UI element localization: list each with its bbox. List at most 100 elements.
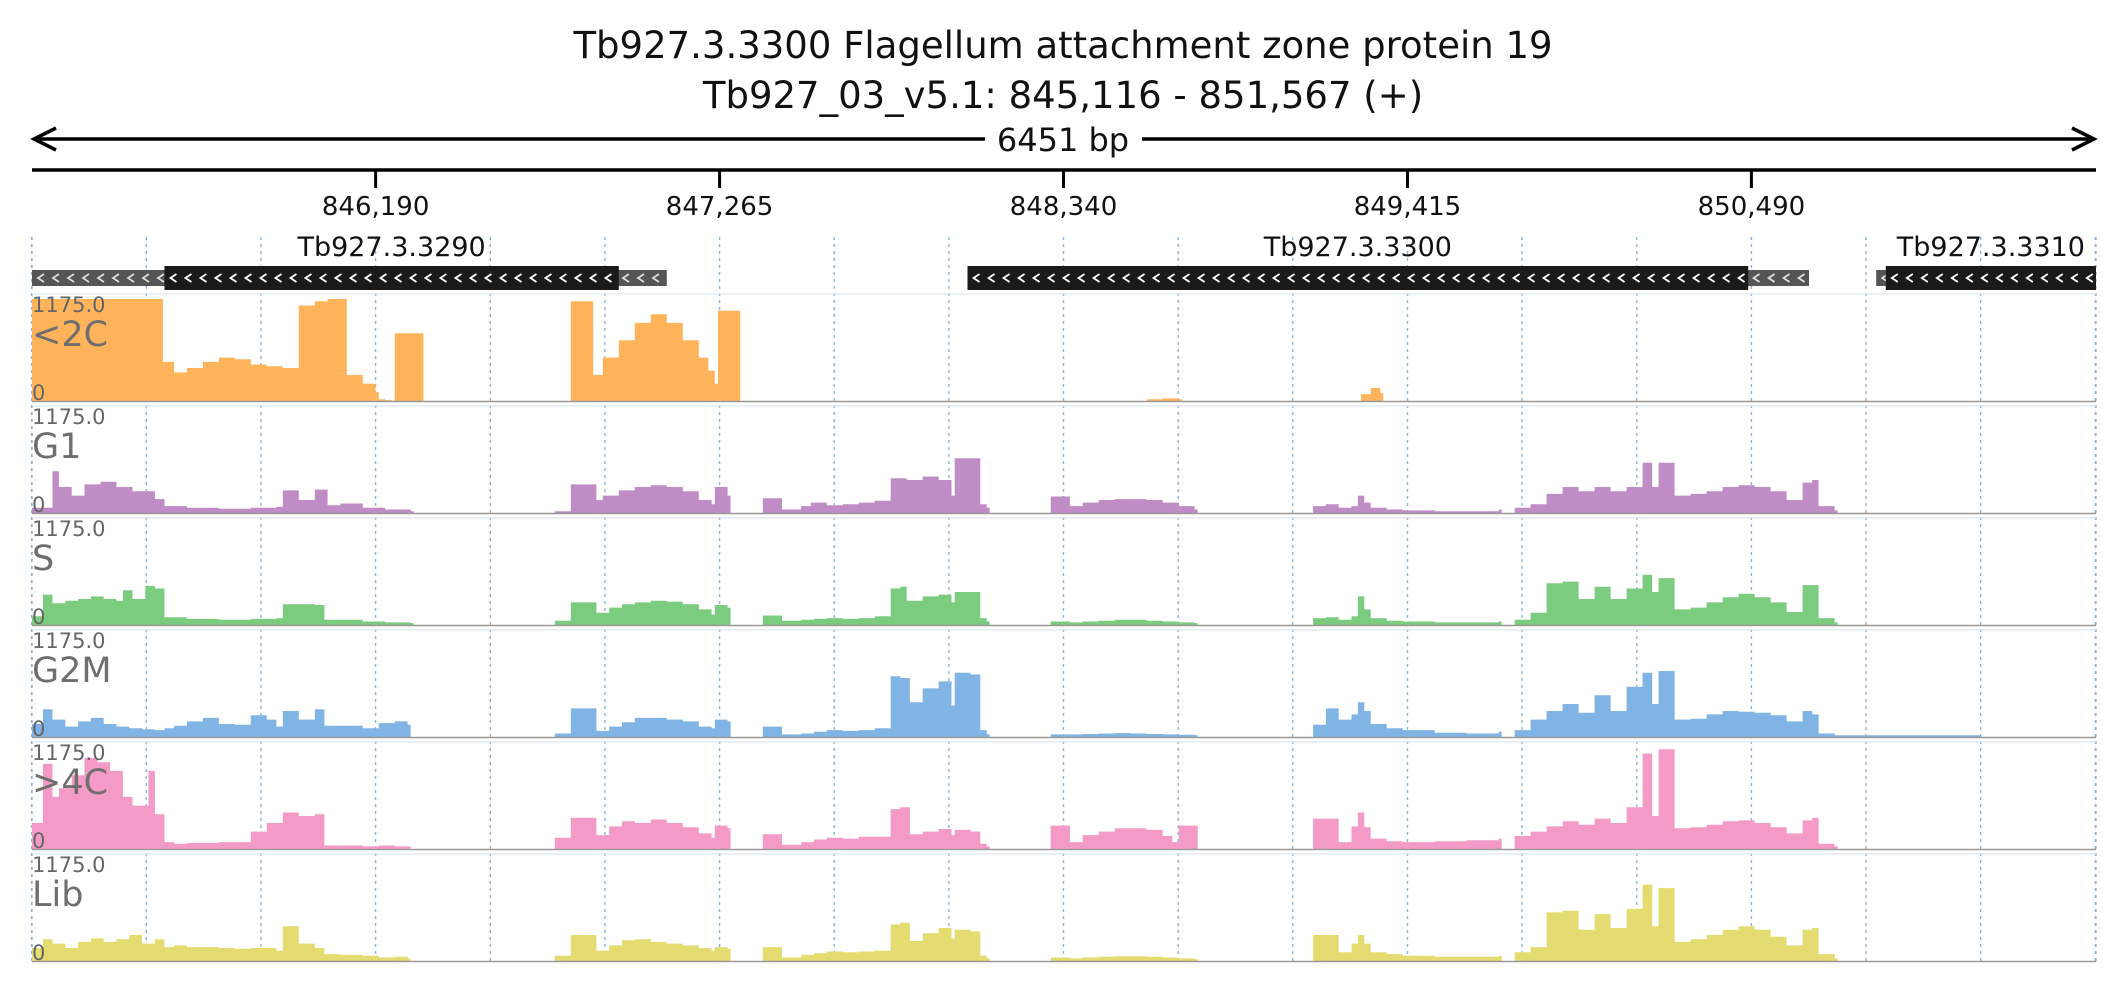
strand-chevron-icon bbox=[198, 273, 207, 283]
gene-track: Tb927.3.3290 Tb927.3.3300 Tb927.3.3310 bbox=[32, 232, 2096, 290]
strand-chevron-icon bbox=[1331, 273, 1341, 283]
track-name-label: G2M bbox=[32, 651, 112, 691]
strand-chevron-icon bbox=[1556, 273, 1566, 283]
strand-chevron-icon bbox=[1436, 273, 1446, 283]
strand-chevron-icon bbox=[1301, 273, 1311, 283]
gene-cds bbox=[967, 266, 1749, 290]
coverage-area bbox=[1146, 398, 1182, 401]
strand-chevron-icon bbox=[1196, 273, 1206, 283]
coordinate-axis: 846,190 847,265 848,340 849,415 850,490 bbox=[32, 168, 2096, 222]
strand-chevron-icon bbox=[1586, 273, 1596, 283]
strand-chevron-icon bbox=[243, 273, 252, 283]
coverage-area bbox=[1514, 749, 1838, 849]
strand-chevron-icon bbox=[333, 273, 342, 283]
strand-chevron-icon bbox=[2040, 273, 2049, 283]
strand-chevron-icon bbox=[1526, 273, 1536, 283]
strand-chevron-icon bbox=[1136, 273, 1146, 283]
strand-chevron-icon bbox=[126, 273, 135, 283]
coverage-area bbox=[1514, 884, 1838, 961]
strand-chevron-icon bbox=[986, 273, 996, 283]
strand-chevron-icon bbox=[303, 273, 312, 283]
strand-chevron-icon bbox=[1481, 273, 1491, 283]
coverage-area bbox=[32, 471, 414, 513]
strand-chevron-icon bbox=[603, 273, 612, 283]
strand-chevron-icon bbox=[1995, 273, 2004, 283]
axis-tick-label: 850,490 bbox=[1698, 192, 1806, 222]
strand-chevron-icon bbox=[1706, 273, 1716, 283]
strand-chevron-icon bbox=[348, 273, 357, 283]
strand-chevron-icon bbox=[588, 273, 597, 283]
track-ymax-label: 1175.0 bbox=[32, 293, 105, 317]
strand-chevron-icon bbox=[1091, 273, 1101, 283]
strand-chevron-icon bbox=[498, 273, 507, 283]
strand-chevron-icon bbox=[141, 273, 150, 283]
strand-chevron-icon bbox=[1511, 273, 1521, 283]
strand-chevron-icon bbox=[1601, 273, 1611, 283]
track-name-label: Lib bbox=[32, 875, 83, 915]
gene-label: Tb927.3.3300 bbox=[1263, 232, 1452, 263]
strand-chevron-icon bbox=[1406, 273, 1416, 283]
strand-chevron-icon bbox=[1061, 273, 1071, 283]
strand-chevron-icon bbox=[1346, 273, 1356, 283]
strand-chevron-icon bbox=[2010, 273, 2019, 283]
strand-chevron-icon bbox=[1151, 273, 1161, 283]
strand-chevron-icon bbox=[1935, 273, 1944, 283]
strand-chevron-icon bbox=[1751, 273, 1761, 283]
strand-chevron-icon bbox=[1031, 273, 1041, 283]
strand-chevron-icon bbox=[288, 273, 297, 283]
strand-chevron-icon bbox=[1781, 273, 1791, 283]
track-ymin-label: 0 bbox=[32, 829, 45, 853]
coverage-area bbox=[554, 817, 731, 849]
coverage-area bbox=[570, 301, 741, 401]
coverage-area bbox=[1313, 495, 1502, 513]
strand-chevron-icon bbox=[651, 273, 660, 283]
strand-chevron-icon bbox=[573, 273, 582, 283]
strand-chevron-icon bbox=[1796, 273, 1806, 283]
coverage-area bbox=[32, 709, 411, 737]
span-indicator: 6451 bp bbox=[30, 121, 2098, 159]
strand-chevron-icon bbox=[1046, 273, 1056, 283]
track-ymax-label: 1175.0 bbox=[32, 629, 105, 653]
strand-chevron-icon bbox=[1905, 273, 1914, 283]
figure-subtitle: Tb927_03_v5.1: 845,116 - 851,567 (+) bbox=[702, 74, 1423, 117]
strand-chevron-icon bbox=[51, 273, 60, 283]
strand-chevron-icon bbox=[273, 273, 282, 283]
coverage-area bbox=[394, 333, 424, 401]
strand-chevron-icon bbox=[258, 273, 267, 283]
track-ymin-label: 0 bbox=[32, 605, 45, 629]
strand-chevron-icon bbox=[1616, 273, 1626, 283]
strand-chevron-icon bbox=[111, 273, 120, 283]
strand-chevron-icon bbox=[1376, 273, 1386, 283]
strand-chevron-icon bbox=[81, 273, 90, 283]
coverage-area bbox=[1050, 956, 1198, 961]
coverage-area bbox=[1361, 388, 1384, 401]
strand-chevron-icon bbox=[1421, 273, 1431, 283]
track-ymin-label: 0 bbox=[32, 381, 45, 405]
track-name-label: S bbox=[32, 539, 54, 579]
coverage-area bbox=[1313, 812, 1502, 849]
coverage-area bbox=[1050, 825, 1198, 849]
strand-chevron-icon bbox=[453, 273, 462, 283]
coverage-area bbox=[1313, 702, 1502, 737]
strand-chevron-icon bbox=[1691, 273, 1701, 283]
coverage-area bbox=[1313, 935, 1502, 961]
strand-chevron-icon bbox=[468, 273, 477, 283]
strand-chevron-icon bbox=[1166, 273, 1176, 283]
strand-chevron-icon bbox=[36, 273, 45, 283]
track-ymax-label: 1175.0 bbox=[32, 741, 105, 765]
strand-chevron-icon bbox=[228, 273, 237, 283]
strand-chevron-icon bbox=[1890, 273, 1899, 283]
track-ymin-label: 0 bbox=[32, 941, 45, 965]
strand-chevron-icon bbox=[183, 273, 192, 283]
strand-chevron-icon bbox=[96, 273, 105, 283]
track-name-label: G1 bbox=[32, 427, 81, 467]
strand-chevron-icon bbox=[1736, 273, 1746, 283]
strand-chevron-icon bbox=[1646, 273, 1656, 283]
track-ymax-label: 1175.0 bbox=[32, 853, 105, 877]
strand-chevron-icon bbox=[1016, 273, 1026, 283]
span-length-label: 6451 bp bbox=[997, 121, 1129, 159]
strand-chevron-icon bbox=[1631, 273, 1641, 283]
strand-chevron-icon bbox=[1920, 273, 1929, 283]
strand-chevron-icon bbox=[156, 273, 165, 283]
strand-chevron-icon bbox=[423, 273, 432, 283]
